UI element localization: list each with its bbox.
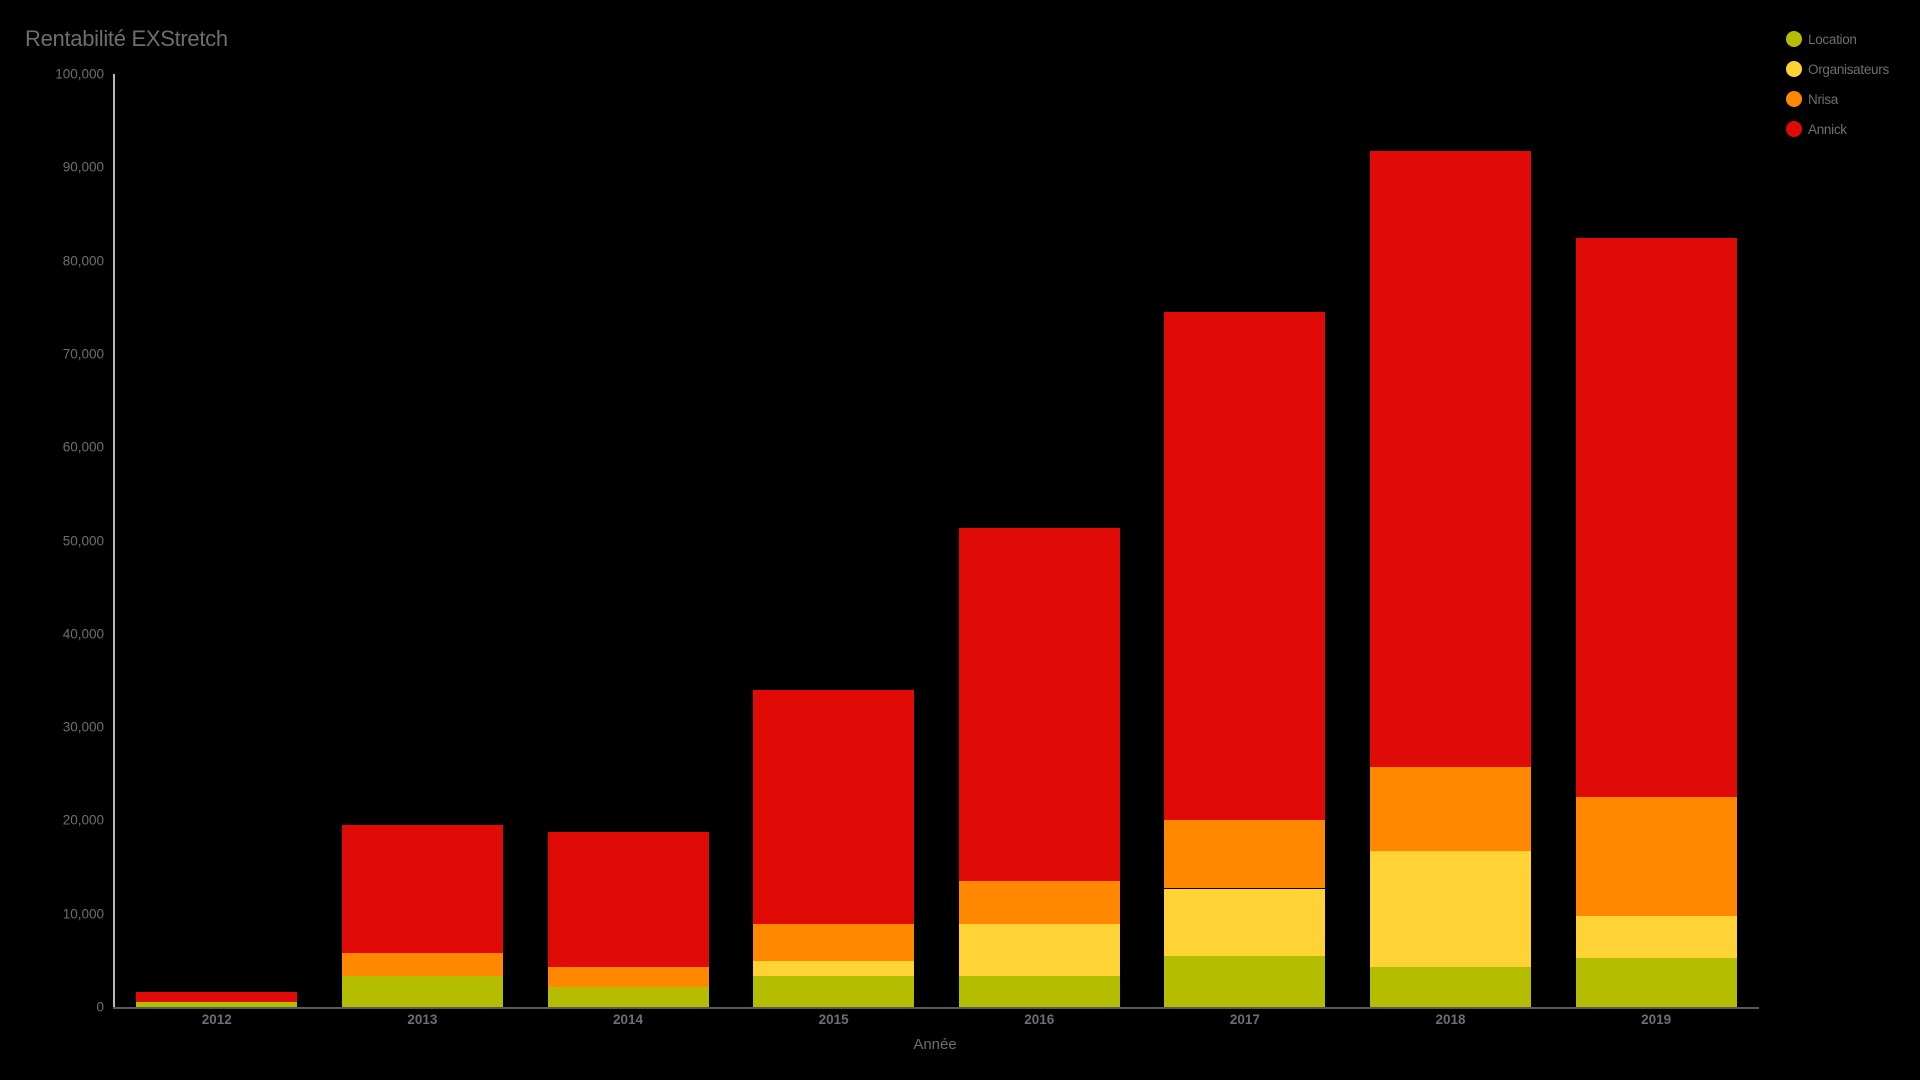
bar-segment-organisateurs[interactable] — [1575, 916, 1737, 958]
bar-segment-nrisa[interactable] — [753, 923, 915, 962]
legend-dot-icon — [1786, 61, 1802, 77]
bar-segment-organisateurs[interactable] — [1164, 888, 1326, 956]
bar-segment-nrisa[interactable] — [1164, 820, 1326, 889]
bar-segment-annick[interactable] — [958, 528, 1120, 882]
bar-segment-organisateurs[interactable] — [1370, 851, 1532, 967]
bar-segment-organisateurs[interactable] — [958, 923, 1120, 977]
bar-segment-location[interactable] — [753, 976, 915, 1007]
bar-segment-nrisa[interactable] — [958, 881, 1120, 924]
bar-segment-nrisa[interactable] — [547, 966, 709, 988]
legend-label: Organisateurs — [1808, 61, 1889, 77]
bar-segment-annick[interactable] — [136, 992, 298, 1003]
x-tick-label: 2012 — [201, 1012, 232, 1027]
bar-segment-annick[interactable] — [1370, 150, 1532, 768]
bar-segment-location[interactable] — [547, 987, 709, 1007]
bar-segment-annick[interactable] — [341, 825, 503, 953]
bar-segment-annick[interactable] — [1575, 238, 1737, 798]
y-tick-label: 30,000 — [62, 719, 104, 735]
bar-segment-annick[interactable] — [753, 689, 915, 924]
bar-segment-location[interactable] — [1164, 955, 1326, 1007]
legend-dot-icon — [1786, 91, 1802, 107]
legend-label: Location — [1808, 31, 1857, 47]
bar-segment-annick[interactable] — [1164, 311, 1326, 821]
x-axis-line — [113, 1007, 1759, 1009]
y-axis-line — [113, 74, 115, 1008]
legend-item-location[interactable]: Location — [1786, 24, 1889, 54]
y-tick-label: 80,000 — [62, 253, 104, 269]
bar-segment-location[interactable] — [958, 976, 1120, 1007]
x-tick-label: 2016 — [1024, 1012, 1055, 1027]
bar-segment-location[interactable] — [1370, 966, 1532, 1007]
legend-item-annick[interactable]: Annick — [1786, 114, 1889, 144]
chart-title: Rentabilité EXStretch — [25, 26, 228, 51]
y-tick-label: 10,000 — [62, 906, 104, 922]
x-tick-label: 2014 — [613, 1012, 644, 1027]
x-tick-label: 2019 — [1641, 1012, 1672, 1027]
y-tick-label: 100,000 — [55, 66, 104, 82]
y-tick-label: 60,000 — [62, 439, 104, 455]
x-tick-label: 2018 — [1435, 1012, 1466, 1027]
y-tick-label: 50,000 — [62, 533, 104, 548]
y-tick-label: 40,000 — [62, 626, 104, 642]
legend: Location Organisateurs Nrisa Annick — [1786, 24, 1889, 144]
bar-segment-organisateurs[interactable] — [753, 961, 915, 977]
legend-label: Annick — [1808, 121, 1847, 137]
y-tick-label: 90,000 — [62, 159, 104, 175]
y-tick-label: 70,000 — [62, 346, 104, 362]
x-tick-label: 2017 — [1229, 1012, 1260, 1027]
bar-segment-location[interactable] — [136, 1002, 298, 1007]
bar-segment-nrisa[interactable] — [1370, 767, 1532, 852]
legend-label: Nrisa — [1808, 91, 1839, 107]
bar-segment-annick[interactable] — [547, 831, 709, 967]
y-tick-label: 20,000 — [62, 812, 104, 828]
legend-item-nrisa[interactable]: Nrisa — [1786, 84, 1889, 114]
x-tick-label: 2013 — [407, 1012, 438, 1027]
legend-item-organisateurs[interactable]: Organisateurs — [1786, 54, 1889, 84]
y-tick-label: 0 — [96, 999, 104, 1015]
bar-segment-nrisa[interactable] — [341, 952, 503, 977]
x-tick-label: 2015 — [818, 1012, 849, 1027]
bar-segment-location[interactable] — [1575, 957, 1737, 1007]
x-axis-label: Année — [913, 1036, 957, 1053]
bar-segment-nrisa[interactable] — [1575, 797, 1737, 917]
bar-segment-location[interactable] — [341, 976, 503, 1007]
legend-dot-icon — [1786, 31, 1802, 47]
legend-dot-icon — [1786, 121, 1802, 137]
